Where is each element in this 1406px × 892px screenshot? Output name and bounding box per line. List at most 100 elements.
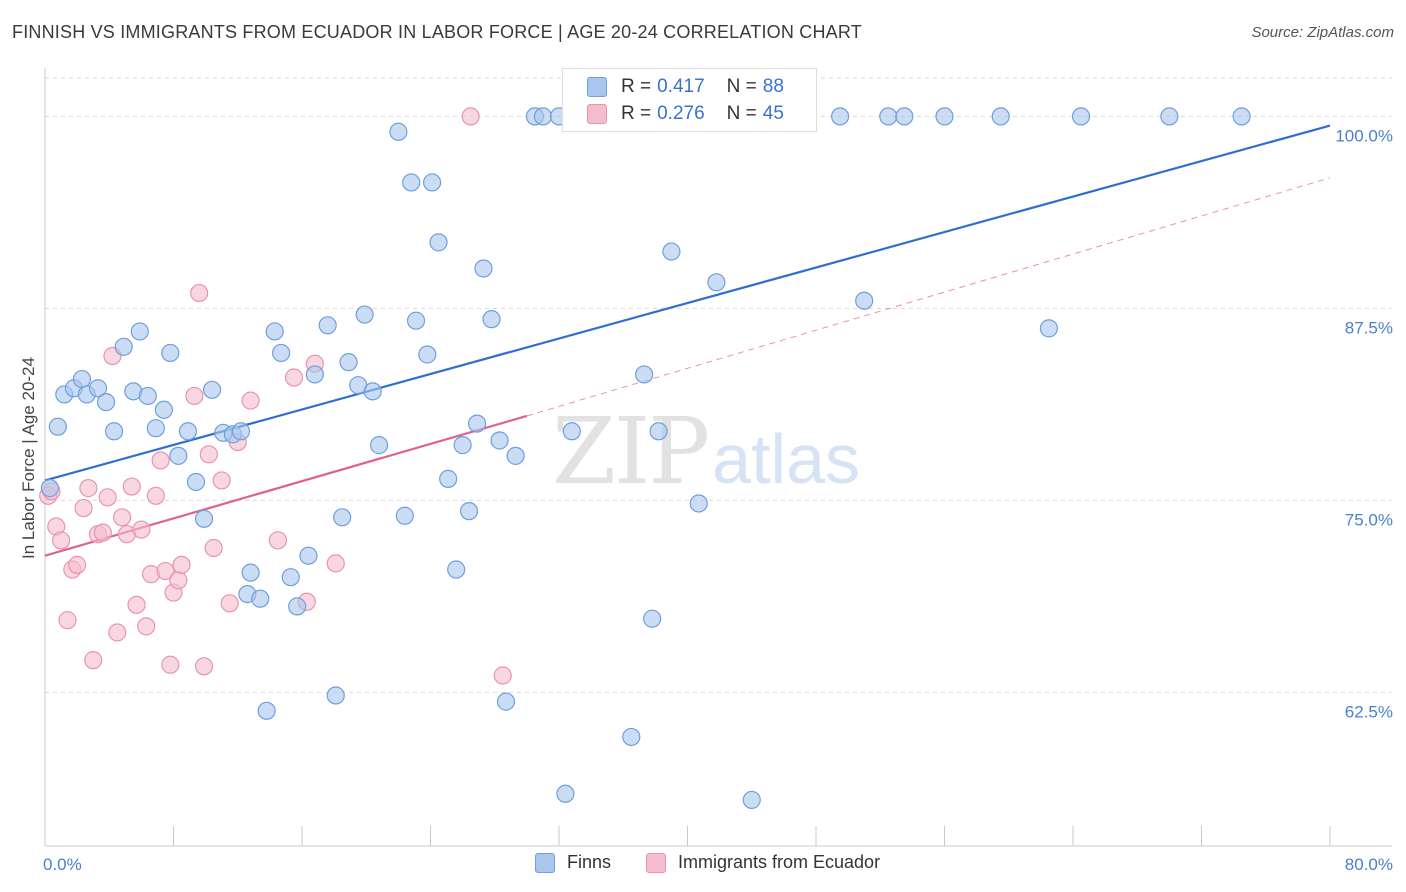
finns-point — [186, 472, 206, 492]
finns-point — [194, 509, 214, 528]
finns-point — [556, 784, 575, 803]
finns-point — [689, 494, 708, 513]
finns-point — [88, 379, 108, 398]
y-tick-label: 62.5% — [1345, 702, 1393, 721]
finns-trend-line — [44, 124, 1331, 482]
finns-point — [418, 345, 437, 364]
ecuador-point — [137, 617, 156, 636]
ecuador-point — [241, 391, 260, 410]
finns-point — [402, 173, 421, 192]
axes-layer: 62.5% 75.0% 87.5% 100.0% 0.0% 80.0% — [43, 68, 1393, 874]
ecuador-point — [74, 498, 93, 518]
ecuador-point — [127, 595, 146, 614]
finns-point — [318, 316, 337, 335]
finns-n-label: N = — [726, 76, 757, 97]
finns-point — [114, 337, 133, 356]
x-tick-label: 80.0% — [1345, 855, 1393, 874]
finns-point — [991, 107, 1010, 126]
finns-point — [305, 365, 324, 384]
finns-point — [635, 365, 654, 384]
y-tick-label: 87.5% — [1345, 318, 1393, 337]
finns-n-value: 88 — [762, 76, 784, 97]
bottom-legend-ecuador: Immigrants from Ecuador — [646, 852, 880, 873]
ecuador-point — [132, 520, 151, 539]
finns-point — [40, 479, 59, 498]
ecuador-point — [79, 479, 98, 498]
finns-point — [855, 291, 874, 310]
legend-row-ecuador: R = 0.276 N = 45 — [587, 101, 784, 127]
finns-point — [281, 568, 300, 587]
ecuador-point — [58, 611, 77, 630]
ecuador-trend-extension — [526, 177, 1331, 417]
ecuador-point — [169, 571, 188, 590]
finns-point — [935, 107, 954, 126]
finns-point — [395, 506, 414, 525]
ecuador-point — [204, 538, 223, 558]
finns-point — [447, 560, 466, 579]
finns-point — [138, 386, 157, 406]
finns-point — [429, 233, 448, 252]
finns-point — [96, 392, 116, 412]
finns-point — [622, 727, 641, 747]
stats-legend: R = 0.417 N = 88 R = 0.276 N = 45 — [562, 68, 817, 132]
ecuador-point — [51, 531, 71, 550]
finns-legend-swatch — [535, 852, 555, 873]
finns-point — [265, 322, 284, 341]
finns-r-value: 0.417 — [657, 76, 705, 97]
finns-point — [339, 353, 358, 372]
ecuador-point — [93, 523, 112, 542]
ecuador-point — [156, 561, 175, 581]
finns-point — [72, 369, 92, 389]
ecuador-point — [84, 651, 103, 670]
finns-point — [363, 382, 382, 401]
finns-point — [649, 422, 668, 441]
finns-point — [496, 692, 516, 711]
finns-point — [1160, 107, 1179, 126]
finns-point — [146, 419, 165, 438]
finns-point — [161, 343, 180, 363]
finns-point — [895, 107, 914, 126]
ecuador-point — [190, 283, 209, 303]
finns-r-label: R = — [621, 76, 652, 97]
finns-point — [370, 436, 389, 455]
ecuador-point — [199, 445, 218, 464]
finns-point — [130, 322, 149, 341]
finns-point — [288, 597, 307, 616]
ecuador-point — [146, 486, 165, 505]
ecuador-point — [194, 657, 214, 676]
y-axis-label: In Labor Force | Age 20-24 — [19, 357, 38, 559]
finns-point — [423, 173, 442, 192]
finns-point — [533, 107, 553, 126]
finns-swatch — [587, 77, 607, 97]
ecuador-legend-swatch — [646, 852, 666, 873]
ecuador-point — [112, 508, 132, 527]
finns-point — [406, 311, 426, 330]
finns-point — [1039, 319, 1059, 338]
finns-point — [355, 305, 374, 324]
y-tick-label: 75.0% — [1345, 510, 1393, 529]
ecuador-point — [151, 451, 170, 470]
finns-point — [467, 414, 487, 433]
finns-point — [104, 422, 124, 441]
finns-point — [459, 502, 479, 521]
finns-point — [333, 508, 352, 527]
finns-point — [490, 431, 509, 450]
finns-point — [482, 310, 501, 329]
ecuador-point — [284, 368, 304, 387]
ecuador-r-value: 0.276 — [657, 103, 705, 124]
ecuador-r-label: R = — [621, 103, 652, 124]
ecuador-swatch — [587, 104, 607, 124]
finns-point — [1071, 107, 1091, 126]
ecuador-point — [98, 488, 117, 507]
finns-point — [257, 701, 276, 720]
finns-point — [830, 107, 850, 126]
ecuador-point — [326, 554, 345, 573]
y-tick-label: 100.0% — [1335, 126, 1393, 145]
finns-point — [453, 436, 472, 455]
finns-point — [474, 259, 493, 278]
finns-point — [562, 422, 581, 441]
finns-point — [439, 469, 458, 488]
finns-point — [272, 343, 291, 363]
ecuador-point — [493, 666, 512, 685]
